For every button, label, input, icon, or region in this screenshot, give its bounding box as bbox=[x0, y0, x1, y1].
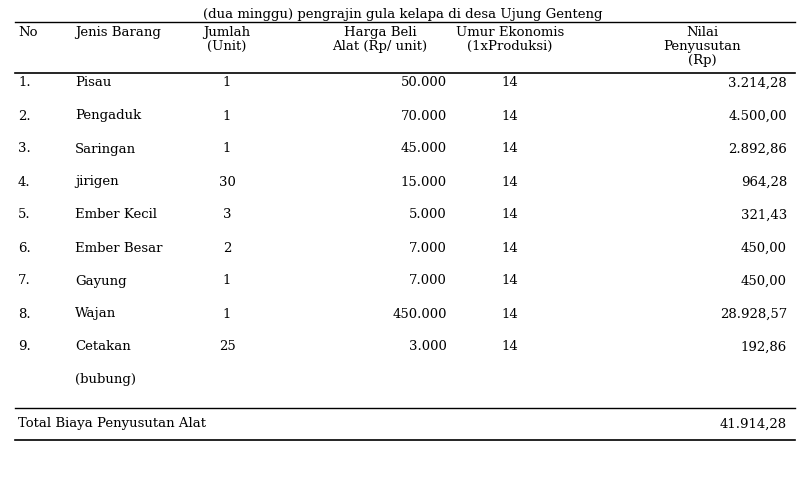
Text: 14: 14 bbox=[501, 241, 518, 254]
Text: 3.: 3. bbox=[18, 143, 31, 156]
Text: 14: 14 bbox=[501, 308, 518, 321]
Text: 7.: 7. bbox=[18, 275, 31, 287]
Text: 25: 25 bbox=[218, 340, 235, 353]
Text: 14: 14 bbox=[501, 143, 518, 156]
Text: (dua minggu) pengrajin gula kelapa di desa Ujung Genteng: (dua minggu) pengrajin gula kelapa di de… bbox=[203, 8, 603, 21]
Text: Nilai: Nilai bbox=[686, 26, 718, 39]
Text: No: No bbox=[18, 26, 38, 39]
Text: Umur Ekonomis: Umur Ekonomis bbox=[456, 26, 564, 39]
Text: 2.: 2. bbox=[18, 109, 31, 122]
Text: 1: 1 bbox=[222, 143, 231, 156]
Text: 14: 14 bbox=[501, 77, 518, 90]
Text: 14: 14 bbox=[501, 175, 518, 188]
Text: Ember Besar: Ember Besar bbox=[75, 241, 163, 254]
Text: 14: 14 bbox=[501, 109, 518, 122]
Text: Harga Beli: Harga Beli bbox=[343, 26, 417, 39]
Text: 321,43: 321,43 bbox=[741, 209, 787, 222]
Text: jirigen: jirigen bbox=[75, 175, 118, 188]
Text: 14: 14 bbox=[501, 275, 518, 287]
Text: 14: 14 bbox=[501, 340, 518, 353]
Text: 7.000: 7.000 bbox=[409, 241, 447, 254]
Text: (Rp): (Rp) bbox=[688, 54, 717, 67]
Text: 1.: 1. bbox=[18, 77, 31, 90]
Text: Penyusutan: Penyusutan bbox=[663, 40, 741, 53]
Text: 14: 14 bbox=[501, 209, 518, 222]
Text: 8.: 8. bbox=[18, 308, 31, 321]
Text: 6.: 6. bbox=[18, 241, 31, 254]
Text: Pisau: Pisau bbox=[75, 77, 111, 90]
Text: 450,00: 450,00 bbox=[741, 241, 787, 254]
Text: 28.928,57: 28.928,57 bbox=[720, 308, 787, 321]
Text: 9.: 9. bbox=[18, 340, 31, 353]
Text: 1: 1 bbox=[222, 308, 231, 321]
Text: Ember Kecil: Ember Kecil bbox=[75, 209, 157, 222]
Text: 45.000: 45.000 bbox=[401, 143, 447, 156]
Text: Jumlah: Jumlah bbox=[203, 26, 251, 39]
Text: 1: 1 bbox=[222, 275, 231, 287]
Text: Alat (Rp/ unit): Alat (Rp/ unit) bbox=[332, 40, 427, 53]
Text: 2.892,86: 2.892,86 bbox=[728, 143, 787, 156]
Text: 70.000: 70.000 bbox=[401, 109, 447, 122]
Text: 2: 2 bbox=[222, 241, 231, 254]
Text: 3.214,28: 3.214,28 bbox=[729, 77, 787, 90]
Text: Wajan: Wajan bbox=[75, 308, 116, 321]
Text: 15.000: 15.000 bbox=[401, 175, 447, 188]
Text: 4.: 4. bbox=[18, 175, 31, 188]
Text: 1: 1 bbox=[222, 109, 231, 122]
Text: Total Biaya Penyusutan Alat: Total Biaya Penyusutan Alat bbox=[18, 417, 206, 430]
Text: 30: 30 bbox=[218, 175, 235, 188]
Text: 964,28: 964,28 bbox=[741, 175, 787, 188]
Text: Saringan: Saringan bbox=[75, 143, 136, 156]
Text: Gayung: Gayung bbox=[75, 275, 127, 287]
Text: 450,00: 450,00 bbox=[741, 275, 787, 287]
Text: 192,86: 192,86 bbox=[741, 340, 787, 353]
Text: Jenis Barang: Jenis Barang bbox=[75, 26, 161, 39]
Text: 5.: 5. bbox=[18, 209, 31, 222]
Text: 3.000: 3.000 bbox=[409, 340, 447, 353]
Text: 4.500,00: 4.500,00 bbox=[729, 109, 787, 122]
Text: 7.000: 7.000 bbox=[409, 275, 447, 287]
Text: 1: 1 bbox=[222, 77, 231, 90]
Text: 3: 3 bbox=[222, 209, 231, 222]
Text: (bubung): (bubung) bbox=[75, 374, 136, 387]
Text: 5.000: 5.000 bbox=[409, 209, 447, 222]
Text: (1xProduksi): (1xProduksi) bbox=[467, 40, 553, 53]
Text: 50.000: 50.000 bbox=[401, 77, 447, 90]
Text: (Unit): (Unit) bbox=[207, 40, 247, 53]
Text: 41.914,28: 41.914,28 bbox=[720, 417, 787, 430]
Text: Cetakan: Cetakan bbox=[75, 340, 131, 353]
Text: 450.000: 450.000 bbox=[393, 308, 447, 321]
Text: Pengaduk: Pengaduk bbox=[75, 109, 141, 122]
